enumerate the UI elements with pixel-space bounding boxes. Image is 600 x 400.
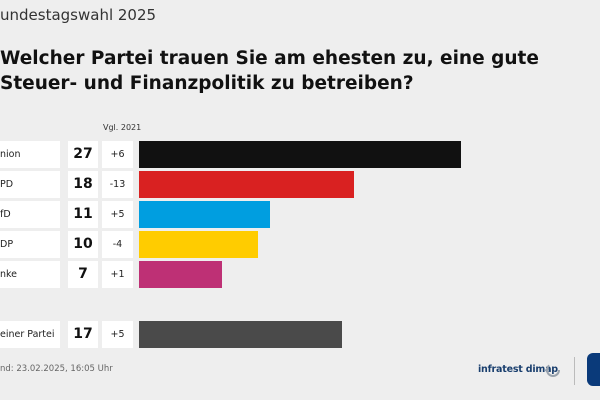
party-label: PD	[0, 171, 60, 198]
party-label: einer Partei	[0, 321, 60, 348]
change-label: -4	[102, 231, 133, 258]
comparison-column-header: Vgl. 2021	[103, 123, 142, 132]
change-label: +6	[102, 141, 133, 168]
chart-title: Welcher Partei trauen Sie am ehesten zu,…	[0, 48, 539, 95]
timestamp-note: nd: 23.02.2025, 16:05 Uhr	[0, 364, 113, 374]
bar	[139, 201, 270, 228]
value-label: 17	[68, 321, 98, 348]
value-label: 7	[68, 261, 98, 288]
party-label: fD	[0, 201, 60, 228]
party-label: nke	[0, 261, 60, 288]
value-label: 18	[68, 171, 98, 198]
value-label: 11	[68, 201, 98, 228]
change-label: +5	[102, 321, 133, 348]
party-label: nion	[0, 141, 60, 168]
change-label: -13	[102, 171, 133, 198]
chart-supertitle: undestagswahl 2025	[0, 6, 157, 24]
value-label: 10	[68, 231, 98, 258]
bar	[139, 141, 461, 168]
bar	[139, 171, 354, 198]
bar	[139, 231, 258, 258]
value-label: 27	[68, 141, 98, 168]
broadcaster-logo-icon	[587, 353, 600, 386]
bar	[139, 321, 342, 348]
bar	[139, 261, 222, 288]
change-label: +5	[102, 201, 133, 228]
footer-divider	[574, 357, 575, 385]
party-label: DP	[0, 231, 60, 258]
brand-name: infratest dimap	[478, 364, 558, 375]
brand-ring-icon	[546, 363, 560, 377]
change-label: +1	[102, 261, 133, 288]
